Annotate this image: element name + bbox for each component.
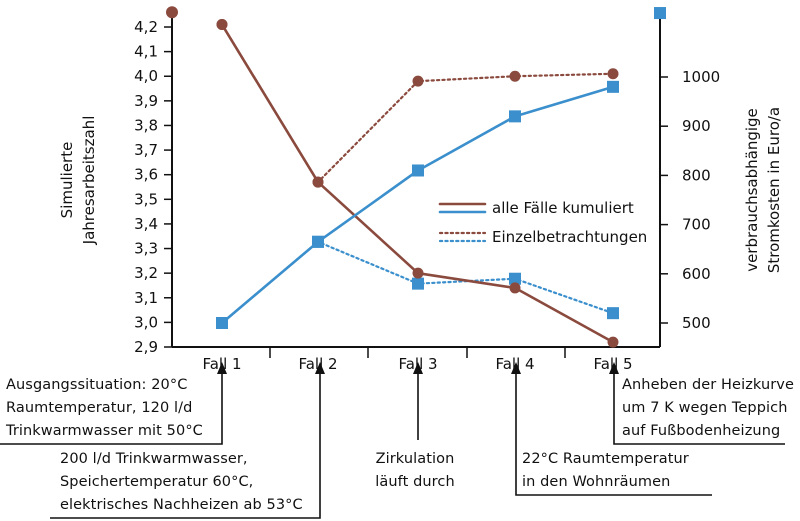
legend: alle Fälle kumuliert Einzelbetrachtungen (438, 199, 647, 246)
y-axis-label-right: verbrauchsabhängige Stromkosten in Euro/a (743, 107, 783, 273)
annotation-line: Anheben der Heizkurve (622, 377, 795, 393)
series-group (166, 6, 666, 348)
y-axis-label-left: Simulierte Jahresarbeitszahl (58, 116, 98, 246)
arrow-head (413, 362, 423, 374)
y-axis-title-line: Stromkosten in Euro/a (765, 107, 783, 273)
annotation-fall-3: Zirkulation läuft durch (360, 448, 470, 494)
connector-fall-5 (613, 373, 785, 445)
y-left-tick-label: 3,7 (134, 141, 158, 159)
annotation-line: auf Fußbodenheizung (622, 423, 781, 439)
connector-fall-2 (50, 373, 321, 519)
annotation-line: 22°C Raumtemperatur (522, 451, 689, 467)
axes: 2,9 3,0 3,1 3,2 3,3 3,4 3,5 3,6 3,7 3,8 3,9 4,0 4,1 4… (134, 10, 720, 373)
series-line-jaz_kum (220, 23, 614, 344)
y-right-tick-label: 900 (682, 117, 711, 135)
annotation-line: elektrisches Nachheizen ab 53°C (60, 497, 303, 513)
y-right-tick-label: 800 (682, 166, 711, 184)
y-left-tick-label: 3,1 (134, 289, 158, 307)
annotation-line: Trinkwarmwasser mit 50°C (6, 423, 203, 439)
annotation-fall-1: Ausgangssituation: 20°C Raumtemperatur, … (6, 374, 203, 443)
y-left-tick-label: 3,9 (134, 92, 158, 110)
connector-fall-4 (515, 373, 712, 496)
data-point-jaz_kum (509, 282, 521, 294)
data-point-jaz_einzel (509, 70, 521, 82)
annotation-line: Raumtemperatur, 120 l/d (6, 400, 193, 416)
data-point-kosten_kum (312, 235, 324, 248)
y-left-tick-label: 3,6 (134, 166, 158, 184)
y-axis-title-line: Jahresarbeitszahl (80, 116, 98, 246)
data-point-jaz_kum (607, 336, 619, 348)
annotation-line: Speichertemperatur 60°C, (60, 474, 254, 490)
data-point-kosten_kum (607, 80, 619, 93)
left-axis-marker (166, 6, 178, 19)
legend-label: alle Fälle kumuliert (492, 199, 634, 217)
arrow-head (217, 362, 227, 374)
data-point-kosten_kum (412, 164, 424, 177)
y-left-tick-label: 4,1 (134, 43, 158, 61)
y-left-tick-label: 2,9 (134, 338, 158, 356)
y-left-tick-label: 4,0 (134, 67, 158, 85)
y-left-tick-label: 3,8 (134, 116, 158, 134)
data-point-kosten_einzel (509, 272, 521, 285)
data-point-kosten_kum (509, 110, 521, 123)
connector-fall-1 (0, 373, 223, 445)
annotation-line: in den Wohnräumen (522, 474, 671, 490)
y-left-tick-label: 3,0 (134, 313, 158, 331)
annotation-line: läuft durch (375, 474, 455, 490)
arrow-head (315, 362, 325, 374)
x-tick-label: Fall 4 (495, 355, 534, 373)
annotation-fall-2: 200 l/d Trinkwarmwasser, Speichertempera… (60, 448, 303, 517)
annotation-line: Zirkulation (375, 451, 455, 467)
y-right-tick-label: 700 (682, 216, 711, 234)
data-point-kosten_einzel (607, 307, 619, 320)
annotation-connectors (0, 362, 785, 519)
y-axis-title-line: verbrauchsabhängige (743, 108, 761, 272)
y-right-tick-label: 1000 (682, 68, 720, 86)
y-right-tick-label: 500 (682, 314, 711, 332)
data-point-kosten_kum (216, 317, 228, 329)
right-axis-marker (654, 7, 666, 20)
y-right-tick-label: 600 (682, 265, 711, 283)
y-left-tick-label: 3,2 (134, 264, 158, 282)
y-left-tick-label: 3,3 (134, 240, 158, 258)
x-tick-label: Fall 5 (593, 355, 632, 373)
annotation-line: 200 l/d Trinkwarmwasser, (60, 451, 248, 467)
annotation-fall-5: Anheben der Heizkurve um 7 K wegen Teppi… (622, 374, 794, 443)
y-axis-title-line: Simulierte (58, 142, 76, 219)
y-left-tick-label: 3,4 (134, 215, 158, 233)
annotation-line: um 7 K wegen Teppich (622, 400, 788, 416)
data-point-jaz_kum (412, 267, 424, 279)
arrow-head (609, 362, 619, 374)
arrow-head (511, 362, 521, 374)
data-point-jaz_einzel (412, 75, 424, 87)
annotation-fall-4: 22°C Raumtemperatur in den Wohnräumen (522, 448, 689, 494)
annotation-line: Ausgangssituation: 20°C (6, 377, 188, 393)
data-point-jaz_kum (216, 19, 228, 31)
data-point-jaz_einzel (607, 68, 619, 80)
x-tick-label: Fall 2 (298, 355, 337, 373)
data-point-jaz_kum (312, 176, 324, 188)
y-left-tick-label: 3,5 (134, 190, 158, 208)
legend-label: Einzelbetrachtungen (492, 228, 647, 246)
y-left-tick-label: 4,2 (134, 18, 158, 36)
data-point-kosten_einzel (412, 277, 424, 290)
